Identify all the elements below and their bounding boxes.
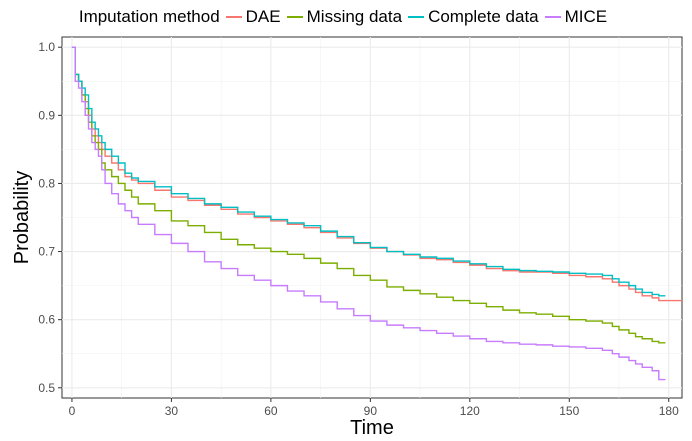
y-tick-label: 0.6 [38, 313, 55, 327]
legend-item-complete-data: Complete data [408, 7, 539, 27]
legend-item-mice: MICE [544, 7, 608, 27]
series-line-mice [71, 46, 666, 381]
legend-label-dae: DAE [245, 7, 281, 26]
x-tick-label: 150 [559, 404, 579, 418]
grid [61, 36, 683, 399]
legend-label-mice: MICE [564, 7, 608, 26]
axis-ticks: 0 30 60 90 120 150 180 0.5 0.6 0.7 0.8 0.9 1.0 [38, 40, 679, 418]
y-tick-label: 0.7 [38, 245, 55, 259]
y-tick-label: 0.5 [38, 381, 55, 395]
legend-key-mice [544, 16, 561, 18]
series-line-missing-data [71, 46, 666, 344]
legend-key-missing-data [286, 16, 303, 18]
series-lines [71, 46, 682, 381]
legend-title: Imputation method [78, 7, 220, 26]
y-tick-label: 0.9 [38, 108, 55, 122]
legend-label-missing-data: Missing data [306, 7, 403, 26]
x-tick-label: 180 [659, 404, 679, 418]
legend-key-dae [225, 16, 242, 18]
x-tick-label: 0 [69, 404, 76, 418]
x-tick-label: 60 [264, 404, 278, 418]
y-tick-label: 0.8 [38, 176, 55, 190]
x-tick-label: 120 [460, 404, 480, 418]
legend-item-missing-data: Missing data [286, 7, 403, 27]
legend-key-complete-data [408, 16, 425, 18]
y-axis-title: Probability [11, 171, 33, 264]
x-tick-label: 30 [165, 404, 179, 418]
legend: Imputation method DAE Missing data Compl… [0, 0, 692, 34]
legend-label-complete-data: Complete data [428, 7, 539, 26]
legend-item-dae: DAE [225, 7, 281, 27]
x-axis-title: Time [350, 417, 394, 439]
series-line-complete-data [71, 46, 666, 297]
x-tick-label: 90 [364, 404, 378, 418]
y-tick-label: 1.0 [38, 40, 55, 54]
